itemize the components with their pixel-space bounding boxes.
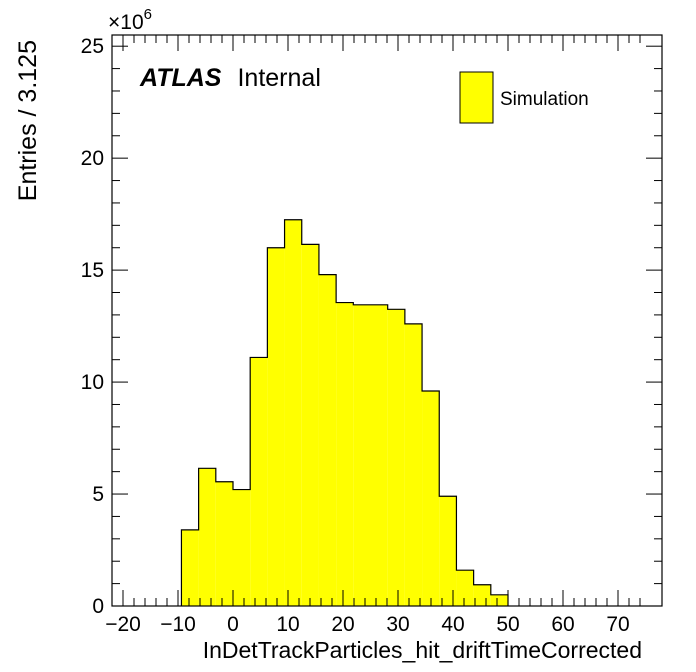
atlas-experiment-label: ATLAS: [139, 64, 222, 92]
atlas-label: ATLAS Internal: [139, 64, 321, 92]
histogram-bar: [284, 219, 302, 606]
histogram-bar: [301, 244, 319, 606]
legend-label: Simulation: [500, 89, 589, 110]
histogram-bar: [456, 570, 474, 606]
histogram-bar: [215, 481, 233, 606]
y-tick-label: 10: [81, 371, 104, 394]
histogram-bar: [439, 496, 457, 606]
histogram-bar: [267, 247, 285, 606]
histogram-bar: [181, 529, 199, 606]
histogram-bar: [370, 304, 388, 606]
axis-ticks: [112, 35, 662, 607]
atlas-status-label: Internal: [237, 64, 320, 92]
x-tick-label: 50: [496, 613, 519, 636]
legend: Simulation: [459, 71, 589, 124]
histogram-bar: [387, 309, 405, 606]
histogram-outline: [180, 219, 509, 606]
histogram-bar: [404, 323, 423, 606]
histogram-bar: [473, 584, 491, 606]
x-tick-label: 40: [441, 613, 464, 636]
x-tick-label: 30: [386, 613, 409, 636]
histogram-bar: [250, 357, 268, 606]
histogram-bar: [233, 489, 251, 606]
histogram-bar: [422, 391, 440, 606]
axis-tick-labels: −20 −10 0 10 20 30 40 50 60 70 0 5 10 15 20 25: [81, 35, 630, 636]
y-tick-label: 0: [92, 595, 104, 618]
histogram-bar: [318, 274, 337, 606]
x-tick-label: 20: [331, 613, 354, 636]
y-tick-label: 25: [81, 35, 104, 58]
x-tick-label: −20: [105, 613, 141, 636]
x-tick-label: 70: [606, 613, 629, 636]
y-tick-label: 15: [81, 259, 104, 282]
histogram-bar: [490, 594, 508, 606]
histogram-bar: [198, 468, 216, 606]
legend-swatch: [459, 71, 494, 124]
x-axis-label: InDetTrackParticles_hit_driftTimeCorrect…: [203, 637, 642, 663]
y-tick-label: 20: [81, 147, 104, 170]
histogram-bars: [180, 219, 509, 606]
x-tick-label: 60: [551, 613, 574, 636]
y-axis-label: Entries / 3.125: [14, 40, 42, 201]
x-tick-label: 10: [276, 613, 299, 636]
y-axis-scale-factor: ×106: [108, 6, 152, 34]
x-tick-label: −10: [160, 613, 196, 636]
y-tick-label: 5: [92, 483, 104, 506]
histogram-bar: [353, 304, 371, 606]
histogram-bar: [336, 302, 354, 606]
x-tick-label: 0: [227, 613, 239, 636]
